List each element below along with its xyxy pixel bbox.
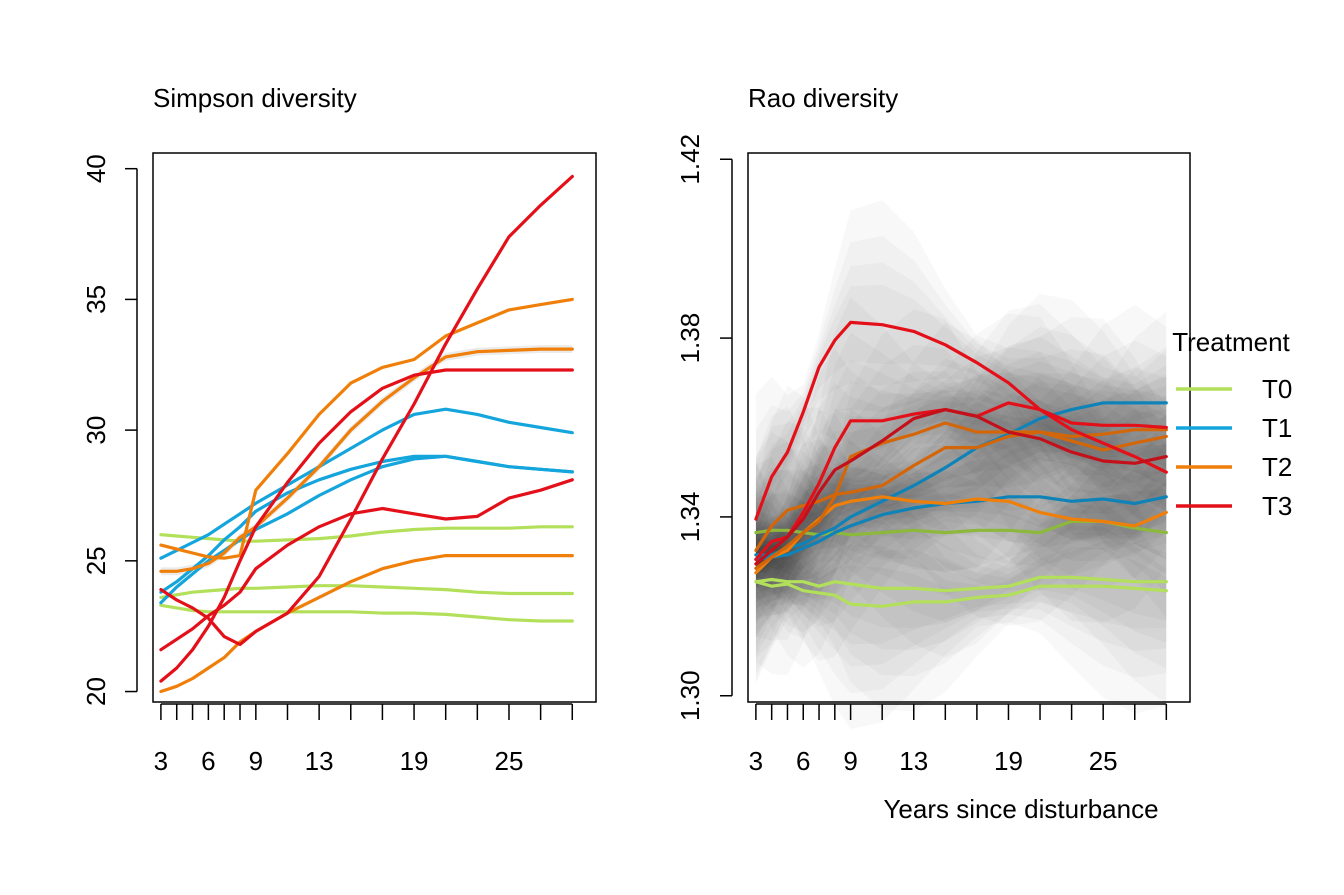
rao-x-tick-label: 19 — [994, 746, 1023, 776]
simpson-x-tick-label: 19 — [400, 746, 429, 776]
rao-title: Rao diversity — [748, 83, 898, 113]
legend-label-t2: T2 — [1262, 452, 1292, 482]
rao-x-tick-label: 25 — [1089, 746, 1118, 776]
simpson-series-line-t1 — [159, 407, 574, 560]
rao-x-tick-label: 3 — [749, 746, 763, 776]
simpson-series-line-t2 — [159, 347, 574, 573]
simpson-y-tick-label: 20 — [81, 677, 111, 706]
rao-axes: 1.30 1.34 1.38 1.42 3 6 9 13 19 25 — [675, 134, 1168, 776]
simpson-series-line-t3 — [159, 368, 574, 683]
simpson-series-line-t0 — [159, 525, 574, 543]
rao-x-tick-label: 6 — [796, 746, 810, 776]
simpson-y-tick-label: 40 — [81, 154, 111, 183]
rao-y-tick-label: 1.38 — [675, 313, 705, 364]
rao-series-line-t0 — [754, 575, 1168, 593]
rao-y-tick-label: 1.34 — [675, 492, 705, 543]
simpson-y-tick-label: 35 — [81, 285, 111, 314]
simpson-series-line-t2 — [159, 554, 574, 694]
legend-label-t1: T1 — [1262, 413, 1292, 443]
simpson-series-line-t0 — [159, 584, 574, 599]
rao-series-line-t2 — [754, 430, 1168, 552]
rao-panel: Rao diversity 1.301.341.381.423 6 9 13 19 25 … — [675, 83, 1191, 824]
rao-series-line-t3 — [754, 401, 1168, 561]
rao-y-tick-label: 1.30 — [675, 670, 705, 721]
simpson-y-tick-label: 30 — [81, 416, 111, 445]
rao-series-line-t1 — [754, 495, 1168, 561]
simpson-plot-area — [159, 174, 574, 694]
rao-series-line-t3 — [754, 320, 1168, 521]
rao-y-tick-label: 1.42 — [675, 134, 705, 185]
rao-series-line-t0 — [754, 580, 1168, 608]
legend-label-t0: T0 — [1262, 374, 1292, 404]
simpson-axes: 20 25 30 35 40 3 6 9 13 19 25 — [81, 154, 574, 776]
simpson-x-tick-label: 6 — [201, 746, 215, 776]
simpson-x-tick-label: 13 — [305, 746, 334, 776]
legend: Treatment T0 T1 T2 T3 — [1172, 327, 1292, 521]
simpson-series-line-t0 — [159, 603, 574, 623]
simpson-series-line-t3 — [159, 478, 574, 652]
legend-items: T0 T1 T2 T3 — [1176, 374, 1292, 521]
legend-title: Treatment — [1172, 327, 1290, 357]
rao-plot-area — [754, 320, 1168, 608]
legend-label-t3: T3 — [1262, 491, 1292, 521]
simpson-y-tick-label: 25 — [81, 546, 111, 575]
simpson-x-tick-label: 25 — [495, 746, 524, 776]
simpson-panel: Simpson diversity 20 25 30 35 40 3 6 9 13 19 25 — [81, 83, 597, 776]
simpson-x-tick-label: 3 — [154, 746, 168, 776]
x-axis-label: Years since disturbance — [883, 794, 1158, 824]
simpson-series-line-t3 — [159, 174, 574, 647]
simpson-plot-frame — [152, 152, 597, 703]
simpson-title: Simpson diversity — [153, 83, 357, 113]
rao-x-tick-label: 13 — [899, 746, 928, 776]
simpson-series-line-t2 — [159, 297, 574, 560]
rao-series-line-t1 — [754, 401, 1168, 557]
rao-x-tick-label: 9 — [843, 746, 857, 776]
rao-series-line-t3 — [754, 408, 1168, 566]
simpson-x-tick-label: 9 — [249, 746, 263, 776]
